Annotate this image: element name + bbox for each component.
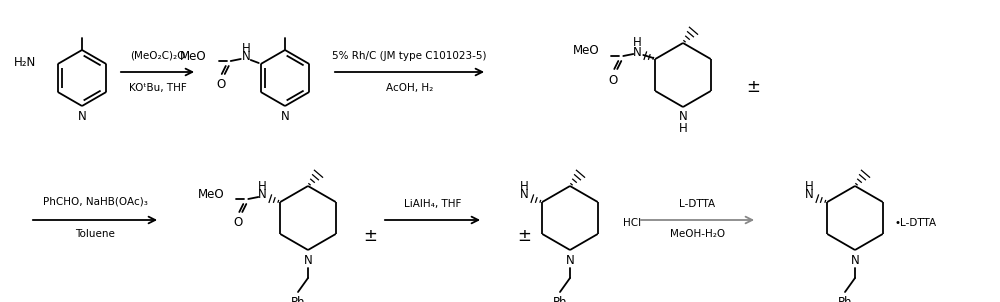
Text: N: N <box>805 188 814 201</box>
Text: N: N <box>258 188 267 201</box>
Text: H: H <box>520 179 529 192</box>
Text: H: H <box>633 37 642 50</box>
Text: PhCHO, NaHB(OAc)₃: PhCHO, NaHB(OAc)₃ <box>43 197 147 207</box>
Text: N: N <box>304 253 312 266</box>
Text: MeO: MeO <box>573 44 599 57</box>
Text: 5% Rh/C (JM type C101023-5): 5% Rh/C (JM type C101023-5) <box>332 51 487 61</box>
Text: •L-DTTA: •L-DTTA <box>895 218 937 228</box>
Text: N: N <box>566 253 574 266</box>
Text: N: N <box>520 188 529 201</box>
Text: Ph: Ph <box>291 295 305 302</box>
Text: N: N <box>679 111 687 124</box>
Text: Ph: Ph <box>553 295 567 302</box>
Text: MeO: MeO <box>198 188 224 201</box>
Text: H₂N: H₂N <box>14 56 36 69</box>
Text: ±: ± <box>746 78 760 96</box>
Text: N: N <box>241 50 250 63</box>
Text: (MeO₂C)₂O: (MeO₂C)₂O <box>130 51 185 61</box>
Text: Toluene: Toluene <box>75 229 115 239</box>
Text: LiAlH₄, THF: LiAlH₄, THF <box>404 199 461 209</box>
Text: MeO: MeO <box>180 50 207 63</box>
Text: H: H <box>805 179 814 192</box>
Text: AcOH, H₂: AcOH, H₂ <box>386 83 433 93</box>
Text: O: O <box>609 73 618 86</box>
Text: N: N <box>281 110 289 123</box>
Text: N: N <box>633 46 642 59</box>
Text: N: N <box>851 253 859 266</box>
Text: Ph: Ph <box>838 295 852 302</box>
Text: ±: ± <box>363 227 377 245</box>
Text: H: H <box>258 179 267 192</box>
Text: L-DTTA: L-DTTA <box>679 199 716 209</box>
Text: O: O <box>216 79 225 92</box>
Text: HCl: HCl <box>623 218 641 228</box>
Text: O: O <box>234 217 243 230</box>
Text: H: H <box>679 121 687 134</box>
Text: KOᵗBu, THF: KOᵗBu, THF <box>129 83 186 93</box>
Text: MeOH-H₂O: MeOH-H₂O <box>670 229 725 239</box>
Text: N: N <box>78 110 86 123</box>
Text: ±: ± <box>517 227 531 245</box>
Text: H: H <box>241 41 250 54</box>
